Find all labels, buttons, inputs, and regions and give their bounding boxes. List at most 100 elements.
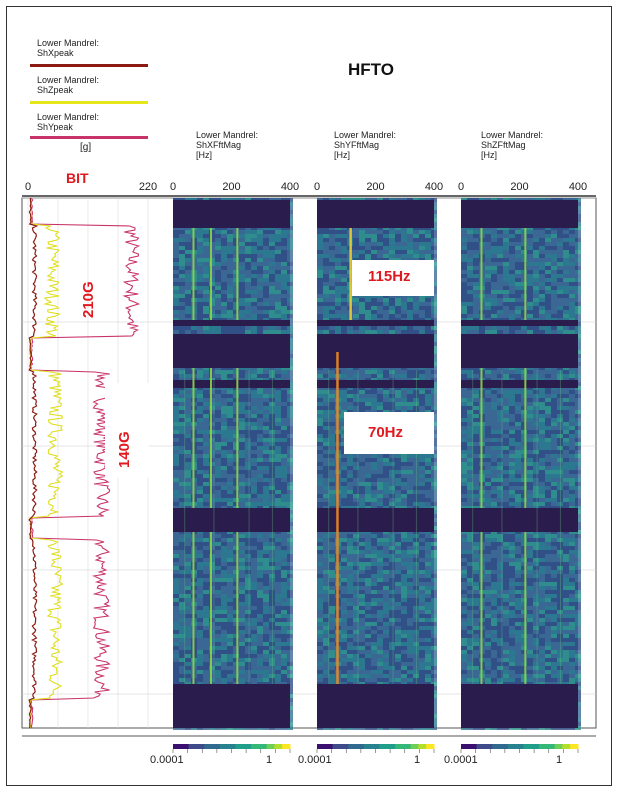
spectrogram-cell <box>395 302 401 306</box>
spectrogram-cell <box>221 326 227 330</box>
spectrogram-cell <box>317 246 323 250</box>
spectrogram-cell <box>227 578 233 582</box>
spectrogram-cell <box>323 374 329 378</box>
spectrogram-cell <box>233 234 239 238</box>
spectrogram-cell <box>371 402 377 406</box>
spectrogram-cell <box>239 282 245 286</box>
spectrogram-cell <box>173 678 179 682</box>
spectrogram-cell <box>257 550 263 554</box>
spectrogram-cell <box>221 638 227 642</box>
spectrogram-cell <box>281 230 287 234</box>
spectrogram-cell <box>395 250 401 254</box>
spectrogram-cell <box>269 270 275 274</box>
spectrogram-cell <box>431 534 437 538</box>
spectrogram-cell <box>287 458 293 462</box>
spectrogram-cell <box>203 466 209 470</box>
spectrogram-cell <box>395 578 401 582</box>
spectrogram-cell <box>383 238 389 242</box>
spectrogram-cell <box>407 626 413 630</box>
spectrogram-cell <box>185 502 191 506</box>
spectrogram-cell <box>281 290 287 294</box>
spectrogram-cell <box>395 306 401 310</box>
spectrogram-cell <box>239 598 245 602</box>
spectrogram-cell <box>317 538 323 542</box>
spectrogram-cell <box>287 610 293 614</box>
spectrogram-cell <box>173 586 179 590</box>
spectrogram-cell <box>287 602 293 606</box>
spectrogram-cell <box>419 238 425 242</box>
spectrogram-cell <box>179 450 185 454</box>
spectrogram-cell <box>431 398 437 402</box>
spectrogram-cell <box>347 598 353 602</box>
spectrogram-cell <box>275 618 281 622</box>
spectrogram-cell <box>179 494 185 498</box>
spectrogram-cell <box>317 550 323 554</box>
spectrogram-cell <box>197 310 203 314</box>
spectrogram-cell <box>419 642 425 646</box>
spectrogram-cell <box>281 458 287 462</box>
spectrogram-cell <box>323 442 329 446</box>
spectrogram-cell <box>275 310 281 314</box>
spectrogram-cell <box>221 282 227 286</box>
spectrogram-cell <box>365 546 371 550</box>
spectrogram-cell <box>269 390 275 394</box>
spectrogram-cell <box>179 438 185 442</box>
spectrogram-cell <box>185 234 191 238</box>
spectrogram-cell <box>173 570 179 574</box>
spectrogram-cell <box>257 546 263 550</box>
spectrogram-cell <box>263 558 269 562</box>
spectrogram-cell <box>317 586 323 590</box>
spectrogram-cell <box>179 278 185 282</box>
spectrogram-cell <box>281 486 287 490</box>
spectrogram-cell <box>395 630 401 634</box>
spectrogram-cell <box>269 422 275 426</box>
spectrogram-cell <box>257 498 263 502</box>
spectrogram-cell <box>389 558 395 562</box>
spectrogram-cell <box>329 246 335 250</box>
spectrogram-cell <box>407 474 413 478</box>
spectrogram-cell <box>431 542 437 546</box>
spectrogram-cell <box>329 622 335 626</box>
spectrogram-cell <box>275 594 281 598</box>
spectrogram-cell <box>203 618 209 622</box>
spectrogram-cell <box>179 326 185 330</box>
spectrogram-cell <box>257 406 263 410</box>
spectrogram-cell <box>233 578 239 582</box>
spectrogram-cell <box>245 546 251 550</box>
spectrogram-cell <box>401 634 407 638</box>
spectrogram-cell <box>233 446 239 450</box>
spectrogram-cell <box>407 398 413 402</box>
spectrogram-cell <box>233 622 239 626</box>
spectrogram-cell <box>227 406 233 410</box>
spectrogram-cell <box>185 290 191 294</box>
spectrogram-cell <box>269 238 275 242</box>
spectrogram-cell <box>287 582 293 586</box>
spectrogram-cell <box>173 642 179 646</box>
spectrogram-cell <box>263 574 269 578</box>
spectrogram-cell <box>281 274 287 278</box>
spectrogram-cell <box>275 646 281 650</box>
spectrogram-cell <box>323 638 329 642</box>
spectrogram-cell <box>215 630 221 634</box>
spectrogram-cell <box>413 574 419 578</box>
spectrogram-cell <box>275 610 281 614</box>
spectrogram-cell <box>407 646 413 650</box>
spectrogram-cell <box>215 254 221 258</box>
spectrogram-cell <box>275 494 281 498</box>
spectrogram-cell <box>197 654 203 658</box>
spectrogram-cell <box>257 634 263 638</box>
spectrogram-cell <box>323 258 329 262</box>
spectrogram-cell <box>197 234 203 238</box>
spectrogram-cell <box>197 486 203 490</box>
spectrogram-cell <box>245 270 251 274</box>
spectrogram-cell <box>377 538 383 542</box>
spectrogram-cell <box>173 426 179 430</box>
spectrogram-cell <box>323 614 329 618</box>
spectrogram-cell <box>275 426 281 430</box>
spectrogram-cell <box>239 594 245 598</box>
spectrogram-cell <box>257 670 263 674</box>
spectrogram-cell <box>275 274 281 278</box>
spectrogram-cell <box>359 462 365 466</box>
spectrogram-cell <box>275 666 281 670</box>
spectrogram-cell <box>215 310 221 314</box>
